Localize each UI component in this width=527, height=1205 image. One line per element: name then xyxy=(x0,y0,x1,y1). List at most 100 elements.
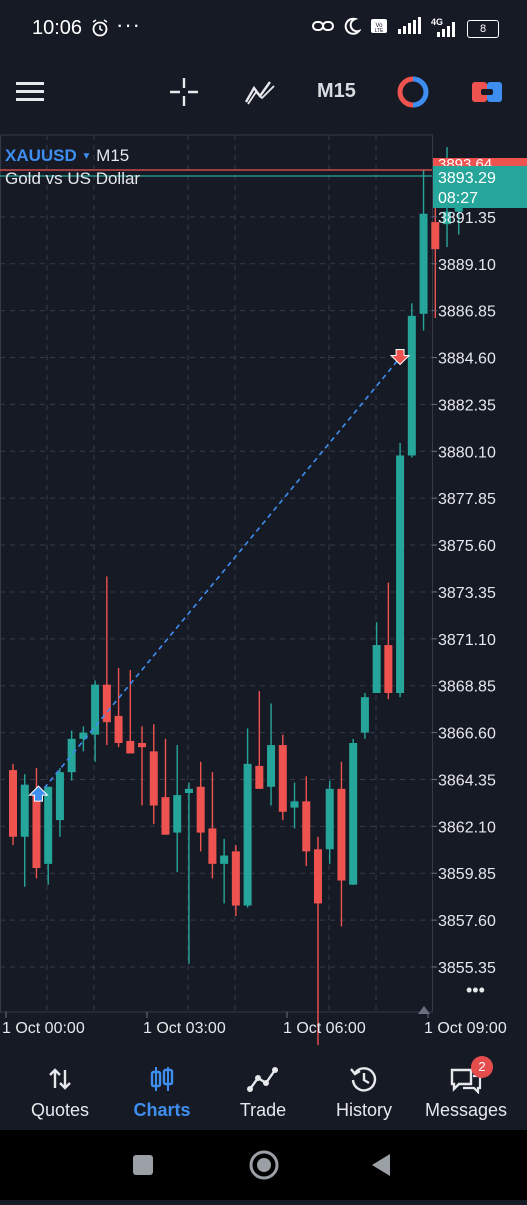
candle-bear xyxy=(196,786,205,833)
menu-button[interactable] xyxy=(10,72,50,112)
price-tick-label: 3857.60 xyxy=(438,913,496,930)
alarm-icon xyxy=(90,18,110,43)
nav-charts[interactable]: Charts xyxy=(112,1058,212,1130)
home-button[interactable] xyxy=(249,1150,279,1180)
time-tick-label: 1 Oct 06:00 xyxy=(283,1020,366,1037)
candle-bull xyxy=(55,772,64,821)
candle-bull xyxy=(419,213,428,314)
trade-link-line xyxy=(37,357,401,796)
candle-bull xyxy=(91,684,100,735)
candle-bull xyxy=(44,786,53,864)
candle-bull xyxy=(396,455,405,693)
candle-bear xyxy=(431,222,440,250)
chart-shift-icon xyxy=(418,1006,430,1014)
chart-symbol-header[interactable]: XAUUSD ▼ M15 Gold vs US Dollar xyxy=(5,145,140,190)
candle-bull xyxy=(407,315,416,456)
price-tick-label: 3871.10 xyxy=(438,632,496,649)
candle-bull xyxy=(349,743,358,885)
hamburger-icon xyxy=(16,82,44,101)
one-click-trading-button[interactable] xyxy=(393,72,433,112)
status-bar: 10:06 ··· Vo LTE 4G 8 xyxy=(0,0,527,58)
price-axis: 3891.35 3889.10 3886.85 3884.60 3882.35 3880.… xyxy=(418,156,527,1014)
current-price-label: 3893.29 xyxy=(438,170,496,187)
chart-grid xyxy=(0,134,433,1013)
price-tick-label: 3884.60 xyxy=(438,351,496,368)
candle-bear xyxy=(337,788,346,881)
price-tick-label: 3862.10 xyxy=(438,819,496,836)
candle-bull xyxy=(220,855,229,864)
candle-bull xyxy=(67,738,76,773)
svg-text:Vo: Vo xyxy=(375,23,383,29)
one-click-trading-icon xyxy=(397,76,429,108)
candle-bull xyxy=(325,788,334,850)
messages-icon: 2 xyxy=(416,1056,516,1095)
nav-messages[interactable]: 2 Messages xyxy=(416,1056,516,1130)
candle-bear xyxy=(255,765,264,789)
network-4g-icon: 4G xyxy=(431,16,459,39)
charts-icon xyxy=(112,1064,212,1094)
time-axis: 1 Oct 00:00 1 Oct 03:00 1 Oct 06:00 1 Oct 0… xyxy=(2,1012,507,1037)
sell-arrow-icon xyxy=(389,349,411,366)
price-tick-label: 3864.35 xyxy=(438,772,496,789)
candles-layer xyxy=(9,147,475,1046)
link-icon xyxy=(311,16,335,41)
nav-history[interactable]: History xyxy=(314,1058,414,1130)
candle-bull xyxy=(173,795,182,833)
candle-bear xyxy=(302,801,311,852)
history-icon xyxy=(314,1064,414,1094)
trade-markers-layer xyxy=(0,169,432,802)
messages-badge: 2 xyxy=(471,1056,493,1078)
network-type: 4G xyxy=(431,16,444,27)
price-tick-label: 3873.35 xyxy=(438,585,496,602)
candle-bear xyxy=(114,715,123,744)
moon-icon xyxy=(343,16,362,41)
symbol-timeframe: M15 xyxy=(96,146,130,165)
chart-more-icon[interactable]: ••• xyxy=(466,980,485,1000)
price-tick-label: 3859.85 xyxy=(438,866,496,883)
candle-bull xyxy=(372,645,381,693)
candle-bull xyxy=(243,763,252,906)
svg-text:LTE: LTE xyxy=(375,28,384,34)
crosshair-icon xyxy=(170,78,198,106)
buy-arrow-icon xyxy=(28,785,49,802)
back-button[interactable] xyxy=(372,1154,390,1176)
plot-frame xyxy=(0,134,433,1013)
candle-bear xyxy=(384,645,393,693)
candle-bull xyxy=(184,788,193,794)
candle-bull xyxy=(443,211,452,225)
nav-history-label: History xyxy=(335,1100,392,1120)
candle-bear xyxy=(126,740,135,754)
volte-icon: Vo LTE xyxy=(369,16,389,41)
bottom-navigation: Quotes Charts Trade History 2 Messages xyxy=(0,1056,527,1130)
current-price-tag xyxy=(433,166,527,208)
price-tick-label: 3877.85 xyxy=(438,491,496,508)
timeframe-selector[interactable]: M15 xyxy=(317,80,356,102)
price-tick-label: 3875.60 xyxy=(438,538,496,555)
price-tick-label: 3880.10 xyxy=(438,444,496,461)
nav-trade[interactable]: Trade xyxy=(213,1058,313,1130)
candle-bull xyxy=(20,784,29,837)
time-tick-label: 1 Oct 09:00 xyxy=(424,1020,507,1037)
candle-bear xyxy=(208,828,217,864)
time-tick-label: 1 Oct 03:00 xyxy=(143,1020,226,1037)
candle-bull xyxy=(267,745,276,787)
battery-level: 8 xyxy=(479,22,487,35)
recents-button[interactable] xyxy=(133,1155,153,1175)
nav-charts-label: Charts xyxy=(133,1100,191,1120)
symbol-dropdown-icon[interactable]: ▼ xyxy=(81,151,92,162)
symbol-name[interactable]: XAUUSD xyxy=(5,146,77,165)
nav-quotes-label: Quotes xyxy=(30,1100,90,1120)
nav-quotes[interactable]: Quotes xyxy=(10,1058,110,1130)
status-time: 10:06 xyxy=(32,17,83,39)
candlestick-chart[interactable]: 3891.35 3889.10 3886.85 3884.60 3882.35 3880.… xyxy=(0,132,527,1057)
candle-bear xyxy=(313,849,322,904)
quotes-icon xyxy=(10,1064,110,1094)
price-tick-label: 3866.60 xyxy=(438,726,496,743)
battery-icon: 8 xyxy=(467,19,499,38)
candle-bear xyxy=(102,684,111,723)
crosshair-button[interactable] xyxy=(164,72,204,112)
candle-bear xyxy=(231,851,240,906)
trade-panel-button[interactable] xyxy=(467,72,507,112)
candle-bull xyxy=(360,697,369,733)
indicators-button[interactable] xyxy=(240,72,280,112)
